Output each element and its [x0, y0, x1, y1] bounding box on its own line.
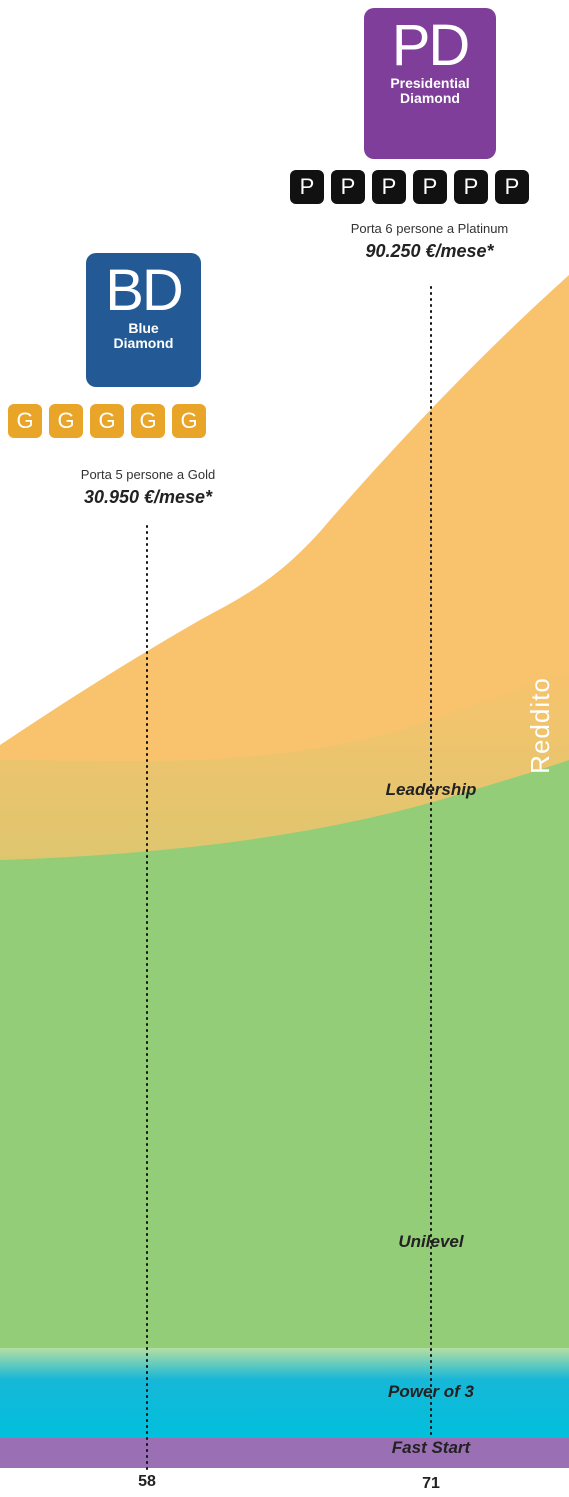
- rank-tile: G: [131, 404, 165, 438]
- area-fast-start: [0, 1438, 569, 1468]
- rank-name-line1: Presidential: [390, 75, 470, 91]
- milestone-caption: Porta 6 persone a Platinum: [350, 221, 509, 236]
- rank-name-line2: Diamond: [400, 90, 460, 106]
- layer-label-fast-start: Fast Start: [391, 1438, 471, 1457]
- rank-tile: P: [413, 170, 447, 204]
- area-unilevel: [0, 760, 569, 1420]
- rank-tile: G: [172, 404, 206, 438]
- rank-name-line2: Diamond: [113, 335, 174, 351]
- rank-tile: P: [372, 170, 406, 204]
- y-axis-label: Reddito: [524, 677, 555, 774]
- milestone-amount: 90.250 €/mese*: [365, 241, 494, 261]
- x-tick-label: 58: [138, 1473, 156, 1490]
- layer-label-unilevel: Unilevel: [398, 1232, 464, 1251]
- milestone-caption: Porta 5 persone a Gold: [80, 467, 216, 482]
- rank-tile: P: [290, 170, 324, 204]
- rank-badge-blue-diamond: BD Blue Diamond: [86, 253, 201, 387]
- rank-abbr: PD: [391, 13, 471, 78]
- rank-tile: G: [49, 404, 83, 438]
- rank-abbr: BD: [105, 258, 184, 323]
- rank-tile: P: [495, 170, 529, 204]
- x-tick-label: 71: [422, 1475, 440, 1492]
- rank-tile: P: [331, 170, 365, 204]
- layer-label-power-of-3: Power of 3: [388, 1382, 474, 1401]
- rank-tile: G: [8, 404, 42, 438]
- milestone-amount: 30.950 €/mese*: [83, 487, 213, 507]
- layer-label-leadership: Leadership: [385, 780, 477, 799]
- rank-name-line1: Blue: [128, 320, 159, 336]
- rank-tile: P: [454, 170, 488, 204]
- area-power-of-3: [0, 1348, 569, 1438]
- rank-badge-presidential-diamond: PD Presidential Diamond: [364, 8, 496, 159]
- rank-tile: G: [90, 404, 124, 438]
